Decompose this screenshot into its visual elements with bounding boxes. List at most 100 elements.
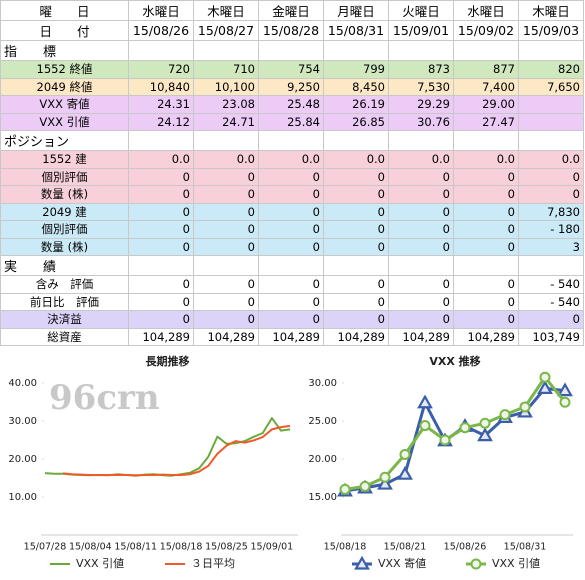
x-tick-label: 15/08/11 (114, 542, 157, 553)
cell: 0 (258, 292, 324, 311)
cell: 0 (453, 167, 519, 186)
row-label: 曜 日 (0, 0, 129, 21)
table-row: 決済益 0 0 0 0 0 0 0 (0, 310, 584, 329)
row-label: 個別評価 (0, 167, 129, 186)
cell: 0 (128, 202, 194, 221)
cell: 24.31 (128, 95, 194, 114)
cell: 15/08/26 (128, 20, 194, 41)
cell: 0 (193, 292, 259, 311)
cell: 0 (193, 310, 259, 329)
cell (453, 255, 519, 276)
table-row: 個別評価 0 0 0 0 0 0 0 (0, 167, 584, 186)
marker (519, 401, 531, 413)
cell: 30.76 (388, 112, 454, 131)
cell (518, 112, 584, 131)
cell: 0.0 (258, 150, 324, 169)
cell (258, 255, 324, 276)
cell: 0 (518, 185, 584, 204)
table-row: ポジション (0, 130, 584, 151)
cell: 3 (518, 237, 584, 256)
table-row: 数量 (株) 0 0 0 0 0 0 0 (0, 185, 584, 204)
cell: 0 (453, 202, 519, 221)
cell: 0 (193, 220, 259, 239)
marker (419, 420, 431, 432)
y-tick-label: 30.00 (8, 416, 37, 427)
cell: 0 (128, 167, 194, 186)
marker (339, 483, 351, 495)
x-tick-label: 15/08/31 (504, 542, 547, 553)
cell: 8,450 (323, 77, 389, 96)
marker (470, 558, 482, 570)
cell: 0 (128, 185, 194, 204)
table-row: VXX 寄値 24.31 23.08 25.48 26.19 29.29 29.00 (0, 95, 584, 114)
row-label: 総資産 (0, 327, 129, 346)
y-tick-label: 20.00 (8, 454, 37, 465)
cell: 0 (258, 220, 324, 239)
cell: 0 (453, 292, 519, 311)
cell (388, 255, 454, 276)
cell: 0.0 (518, 150, 584, 169)
marker (397, 465, 413, 480)
table-row: 指 標 (0, 40, 584, 61)
cell: 799 (323, 60, 389, 79)
table-row: 1552 終値 720 710 754 799 873 877 820 (0, 60, 584, 79)
x-tick-label: 15/08/18 (160, 542, 203, 553)
cell: 104,289 (258, 327, 324, 346)
cell: 金曜日 (258, 0, 324, 21)
cell (128, 40, 194, 61)
cell: 0 (193, 202, 259, 221)
table-row: 数量 (株) 0 0 0 0 0 0 3 (0, 237, 584, 256)
y-tick-label: 25.00 (308, 416, 337, 427)
table-row: 曜 日水曜日 木曜日 金曜日 月曜日 火曜日 水曜日 木曜日 (0, 0, 584, 21)
cell: 木曜日 (518, 0, 584, 21)
table-row: 個別評価 0 0 0 0 0 0- 180 (0, 220, 584, 239)
cell (193, 130, 259, 151)
cell: 104,289 (453, 327, 519, 346)
marker (499, 409, 511, 421)
marker (479, 417, 491, 429)
cell (518, 40, 584, 61)
y-tick-label: 40.00 (8, 378, 37, 389)
marker (354, 555, 370, 570)
cell: 0 (388, 220, 454, 239)
row-label: 指 標 (0, 40, 129, 61)
row-label: 2049 建 (0, 202, 129, 221)
marker (377, 475, 393, 490)
cell: 24.71 (193, 112, 259, 131)
cell: 0 (518, 167, 584, 186)
cell: 15/08/28 (258, 20, 324, 41)
table-row: VXX 引値 24.12 24.71 25.84 26.85 30.76 27.47 (0, 112, 584, 131)
marker (379, 471, 391, 483)
x-tick-label: 15/08/26 (444, 542, 487, 553)
cell: 0 (323, 292, 389, 311)
cell: 754 (258, 60, 324, 79)
cell: 24.12 (128, 112, 194, 131)
row-label: VXX 寄値 (0, 95, 129, 114)
cell: 0 (323, 237, 389, 256)
row-label: VXX 引値 (0, 112, 129, 131)
legend-label: VXX 引値 (492, 556, 540, 570)
cell (323, 40, 389, 61)
row-label: 決済益 (0, 310, 129, 329)
chart-title: VXX 推移 (429, 354, 480, 368)
cell (388, 130, 454, 151)
cell (518, 130, 584, 151)
cell: 0 (453, 275, 519, 294)
series-line (63, 424, 291, 477)
cell: 0 (128, 220, 194, 239)
cell: 26.85 (323, 112, 389, 131)
cell (193, 40, 259, 61)
marker (539, 371, 551, 383)
cell: 27.47 (453, 112, 519, 131)
cell: 0 (518, 310, 584, 329)
cell (128, 130, 194, 151)
cell (453, 40, 519, 61)
cell: 0 (258, 167, 324, 186)
x-tick-label: 15/07/28 (24, 542, 67, 553)
series-line (344, 375, 567, 491)
table-row: 前日比 評価 0 0 0 0 0 0- 540 (0, 292, 584, 311)
cell: 0 (258, 202, 324, 221)
marker (559, 396, 571, 408)
y-tick-label: 30.00 (308, 378, 337, 389)
